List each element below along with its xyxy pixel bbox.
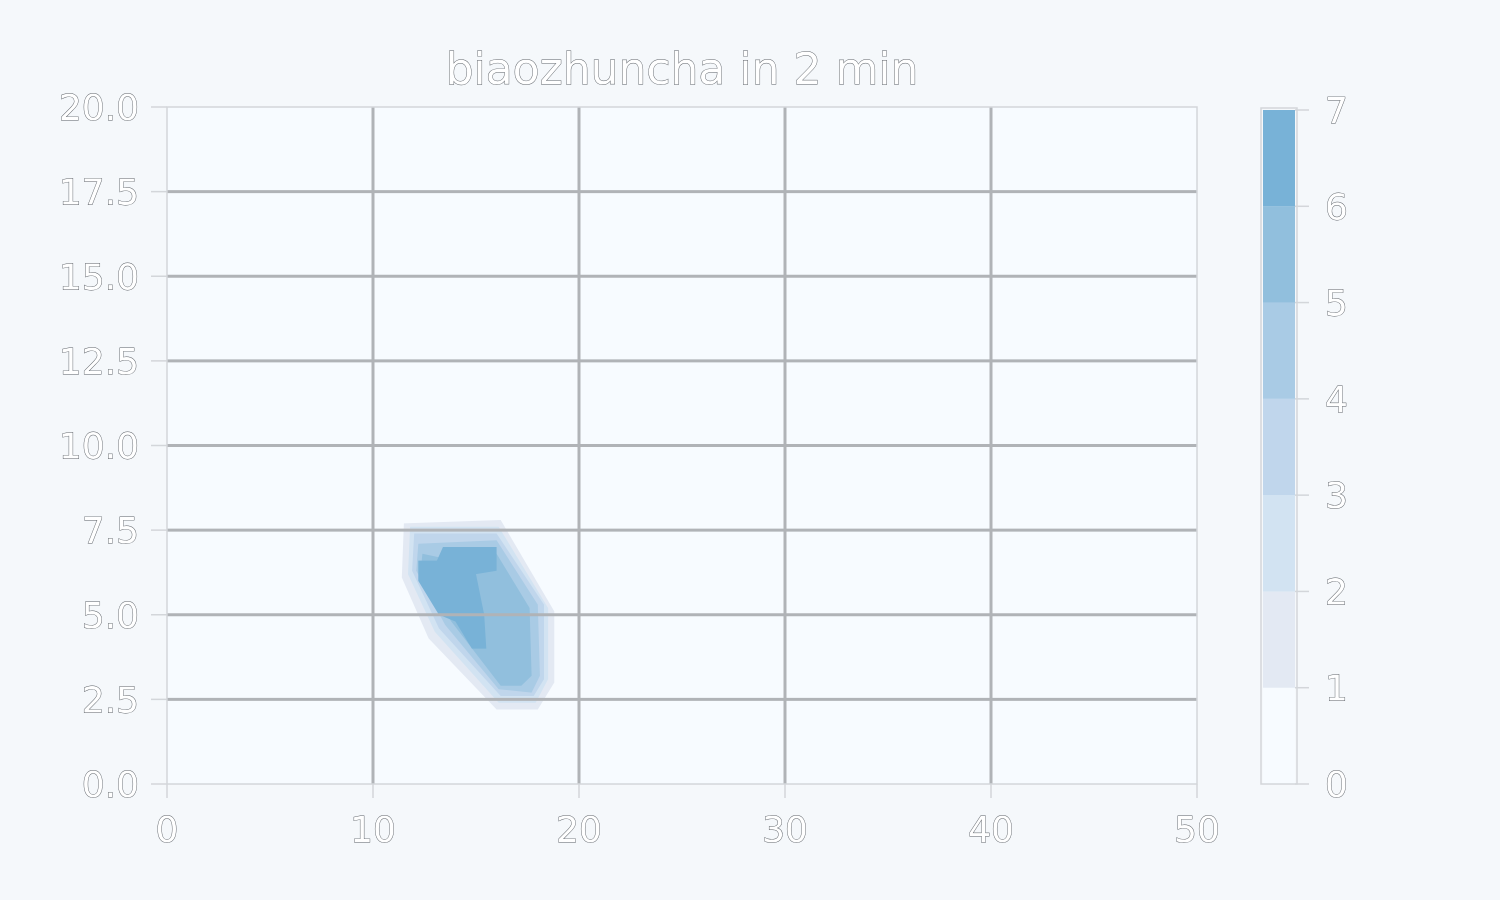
colorbar-band <box>1263 302 1295 399</box>
x-tick-label: 0 <box>156 810 179 851</box>
colorbar-tick-label: 2 <box>1325 572 1348 613</box>
contour-region-level-6 <box>418 547 497 649</box>
grid-lines <box>167 107 1197 784</box>
x-axis: 0 10 20 30 40 50 <box>155 784 1220 851</box>
y-tick-label: 17.5 <box>59 173 139 214</box>
y-tick-label: 10.0 <box>59 427 139 468</box>
y-tick-label: 20.0 <box>59 88 139 129</box>
colorbar-band <box>1263 398 1295 496</box>
colorbar-tick-label: 0 <box>1325 765 1348 806</box>
y-tick-label: 5.0 <box>82 596 139 637</box>
chart-title: biaozhuncha in 2 min <box>446 44 919 95</box>
colorbar-band <box>1263 591 1295 688</box>
colorbar-tick-label: 6 <box>1325 187 1348 228</box>
y-tick-label: 7.5 <box>82 511 139 552</box>
colorbar-band <box>1263 206 1295 303</box>
x-tick-label: 50 <box>1174 810 1220 851</box>
colorbar: 0 1 2 3 4 5 6 7 <box>1260 91 1348 806</box>
colorbar-tick-label: 1 <box>1325 669 1348 710</box>
colorbar-tick-label: 3 <box>1325 476 1348 517</box>
y-tick-label: 2.5 <box>82 680 139 721</box>
x-tick-label: 30 <box>762 810 808 851</box>
x-tick-label: 20 <box>556 810 602 851</box>
y-axis: 0.0 2.5 5.0 7.5 10.0 12.5 15.0 17.5 20.0 <box>58 88 167 806</box>
colorbar-tick-label: 7 <box>1325 91 1348 132</box>
colorbar-band <box>1263 495 1295 592</box>
colorbar-tick-label: 5 <box>1325 284 1348 325</box>
colorbar-band <box>1263 110 1295 207</box>
y-tick-label: 0.0 <box>82 765 139 806</box>
colorbar-band <box>1263 687 1295 784</box>
colorbar-frame <box>1260 107 1298 785</box>
colorbar-tick-label: 4 <box>1325 380 1348 421</box>
x-tick-label: 10 <box>350 810 396 851</box>
y-tick-label: 15.0 <box>59 257 139 298</box>
y-tick-label: 12.5 <box>59 342 139 383</box>
x-tick-label: 40 <box>968 810 1014 851</box>
